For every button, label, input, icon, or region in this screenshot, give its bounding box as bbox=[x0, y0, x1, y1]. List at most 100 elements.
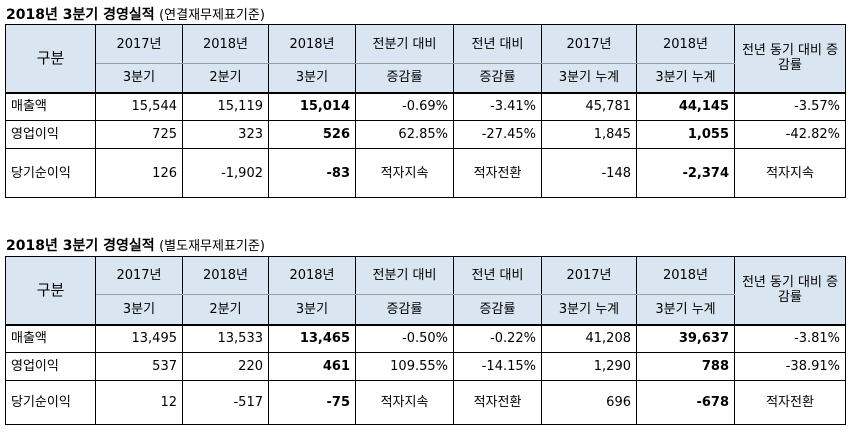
table-cell: 526 bbox=[268, 120, 356, 149]
table-cell: 537 bbox=[95, 352, 183, 381]
header-cell: 전년 대비 bbox=[453, 24, 542, 64]
header-cell: 3분기 bbox=[95, 63, 183, 94]
header-cell: 2018년 bbox=[268, 24, 356, 64]
header-row-top: 구분 2017년 2018년 2018년 전분기 대비 전년 대비 2017년 … bbox=[5, 256, 846, 326]
table-cell: -0.69% bbox=[355, 92, 454, 121]
header-cell: 전분기 대비 bbox=[355, 24, 454, 64]
table-cell: -2,374 bbox=[636, 148, 735, 198]
table-cell: -3.81% bbox=[734, 324, 846, 353]
header-cell: 3분기 bbox=[95, 294, 183, 326]
table-cell: 461 bbox=[268, 352, 356, 381]
row-label: 당기순이익 bbox=[5, 380, 96, 425]
table-cell: -38.91% bbox=[734, 352, 846, 381]
header-cell: 3분기 bbox=[268, 63, 356, 94]
table-cell: -0.50% bbox=[355, 324, 454, 353]
table-cell: 696 bbox=[541, 380, 637, 425]
header-cell: 2018년 bbox=[636, 256, 735, 295]
table-cell: 13,495 bbox=[95, 324, 183, 353]
table-cell: -1,902 bbox=[182, 148, 269, 198]
table-cell: -517 bbox=[182, 380, 269, 425]
results-table-consolidated: 구분 2017년 2018년 2018년 전분기 대비 전년 대비 2017년 … bbox=[5, 24, 846, 198]
table-cell: 적자지속 bbox=[355, 380, 454, 425]
table-cell: 15,119 bbox=[182, 92, 269, 121]
table-cell: 62.85% bbox=[355, 120, 454, 149]
table-cell: 12 bbox=[95, 380, 183, 425]
table-cell: -148 bbox=[541, 148, 637, 198]
row-label: 영업이익 bbox=[5, 352, 96, 381]
header-category: 구분 bbox=[5, 24, 96, 94]
table-cell: 323 bbox=[182, 120, 269, 149]
section-title-separate: 2018년 3분기 경영실적 (별도재무제표기준) bbox=[6, 235, 265, 255]
row-label: 매출액 bbox=[5, 92, 96, 121]
header-yoy-change: 전년 동기 대비 증감률 bbox=[734, 24, 846, 94]
table-row-revenue: 매출액 13,495 13,533 13,465 -0.50% -0.22% 4… bbox=[5, 324, 846, 353]
header-cell: 전분기 대비 bbox=[355, 256, 454, 295]
header-cell: 증감률 bbox=[453, 63, 542, 94]
table-cell: 41,208 bbox=[541, 324, 637, 353]
table-row-net-income: 당기순이익 126 -1,902 -83 적자지속 적자전환 -148 -2,3… bbox=[5, 148, 846, 198]
section-title-text: 2018년 3분기 경영실적 bbox=[6, 238, 155, 254]
row-label: 매출액 bbox=[5, 324, 96, 353]
table-cell: 적자전환 bbox=[734, 380, 846, 425]
table-cell: 725 bbox=[95, 120, 183, 149]
table-cell: 적자지속 bbox=[355, 148, 454, 198]
header-row-bottom: 3분기 2분기 3분기 증감률 증감률 3분기 누계 3분기 누계 bbox=[6, 63, 846, 94]
section-title-text: 2018년 3분기 경영실적 bbox=[6, 7, 155, 23]
table-cell: 13,465 bbox=[268, 324, 356, 353]
table-cell: -0.22% bbox=[453, 324, 542, 353]
table-cell: 적자전환 bbox=[453, 380, 542, 425]
header-cell: 3분기 누계 bbox=[541, 63, 637, 94]
table-cell: -75 bbox=[268, 380, 356, 425]
table-cell: 44,145 bbox=[636, 92, 735, 121]
table-cell: 126 bbox=[95, 148, 183, 198]
table-cell: -14.15% bbox=[453, 352, 542, 381]
table-cell: 220 bbox=[182, 352, 269, 381]
header-cell: 3분기 bbox=[268, 294, 356, 326]
table-cell: -3.57% bbox=[734, 92, 846, 121]
header-cell: 2018년 bbox=[182, 256, 269, 295]
table-cell: 109.55% bbox=[355, 352, 454, 381]
section-subtitle-text: (별도재무제표기준) bbox=[159, 239, 265, 254]
table-cell: -27.45% bbox=[453, 120, 542, 149]
table-cell: 788 bbox=[636, 352, 735, 381]
table-cell: -42.82% bbox=[734, 120, 846, 149]
table-cell: -83 bbox=[268, 148, 356, 198]
header-cell: 증감률 bbox=[355, 294, 454, 326]
header-cell: 3분기 누계 bbox=[541, 294, 637, 326]
table-cell: 1,290 bbox=[541, 352, 637, 381]
header-cell: 2017년 bbox=[541, 256, 637, 295]
header-cell: 2018년 bbox=[268, 256, 356, 295]
header-cell: 2017년 bbox=[541, 24, 637, 64]
table-cell: 39,637 bbox=[636, 324, 735, 353]
header-row-bottom: 3분기 2분기 3분기 증감률 증감률 3분기 누계 3분기 누계 bbox=[6, 294, 846, 326]
table-cell: 45,781 bbox=[541, 92, 637, 121]
header-cell: 전년 대비 bbox=[453, 256, 542, 295]
header-row-top: 구분 2017년 2018년 2018년 전분기 대비 전년 대비 2017년 … bbox=[5, 24, 846, 94]
header-cell: 3분기 누계 bbox=[636, 63, 735, 94]
header-cell: 3분기 누계 bbox=[636, 294, 735, 326]
section-subtitle-text: (연결재무제표기준) bbox=[159, 8, 265, 23]
table-cell: 15,544 bbox=[95, 92, 183, 121]
table-cell: 15,014 bbox=[268, 92, 356, 121]
table-cell: 적자지속 bbox=[734, 148, 846, 198]
row-label: 당기순이익 bbox=[5, 148, 96, 198]
table-cell: -678 bbox=[636, 380, 735, 425]
header-cell: 증감률 bbox=[355, 63, 454, 94]
header-cell: 2분기 bbox=[182, 63, 269, 94]
table-cell: 1,055 bbox=[636, 120, 735, 149]
header-category: 구분 bbox=[5, 256, 96, 326]
header-cell: 2017년 bbox=[95, 256, 183, 295]
header-cell: 2018년 bbox=[636, 24, 735, 64]
results-table-separate: 구분 2017년 2018년 2018년 전분기 대비 전년 대비 2017년 … bbox=[5, 256, 846, 425]
table-cell: 1,845 bbox=[541, 120, 637, 149]
table-cell: 13,533 bbox=[182, 324, 269, 353]
table-cell: 적자전환 bbox=[453, 148, 542, 198]
table-row-operating-profit: 영업이익 537 220 461 109.55% -14.15% 1,290 7… bbox=[5, 352, 846, 381]
header-cell: 2017년 bbox=[95, 24, 183, 64]
row-label: 영업이익 bbox=[5, 120, 96, 149]
header-yoy-change: 전년 동기 대비 증감률 bbox=[734, 256, 846, 326]
header-cell: 증감률 bbox=[453, 294, 542, 326]
table-cell: -3.41% bbox=[453, 92, 542, 121]
section-title-consolidated: 2018년 3분기 경영실적 (연결재무제표기준) bbox=[6, 4, 265, 24]
header-cell: 2018년 bbox=[182, 24, 269, 64]
